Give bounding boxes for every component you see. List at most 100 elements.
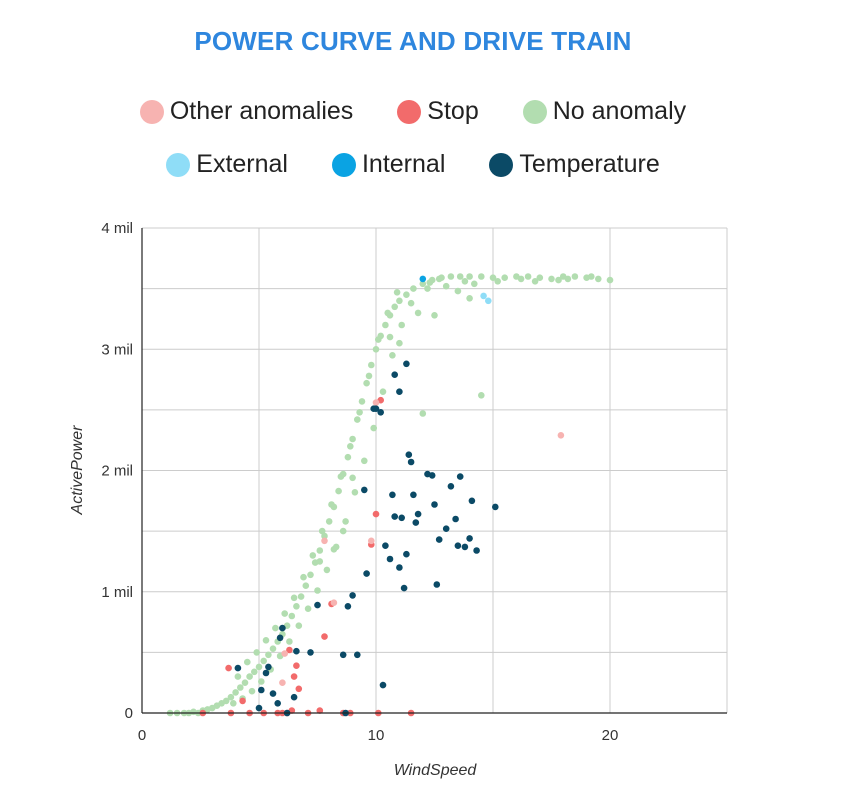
point-temperature — [269, 690, 277, 697]
point-none — [461, 278, 469, 285]
point-none — [349, 474, 356, 482]
point-none — [293, 603, 300, 610]
point-temperature — [400, 584, 408, 592]
point-none — [370, 424, 378, 432]
point-none — [300, 573, 307, 581]
point-none — [410, 285, 417, 292]
point-none — [419, 410, 427, 417]
point-none — [555, 276, 562, 284]
point-none — [588, 273, 595, 280]
point-temperature — [293, 647, 300, 655]
legend-item-internal[interactable]: Internal — [331, 150, 446, 179]
point-temperature — [435, 536, 443, 543]
point-temperature — [314, 601, 321, 609]
point-none — [531, 278, 539, 285]
point-none — [307, 571, 314, 579]
point-none — [456, 273, 464, 280]
point-none — [230, 700, 237, 707]
point-none — [407, 299, 415, 307]
point-temperature — [414, 510, 422, 518]
point-none — [342, 518, 349, 525]
point-none — [414, 309, 422, 317]
point-stop — [372, 510, 380, 518]
point-none — [241, 679, 249, 686]
y-tick-label: 2 mil — [101, 463, 133, 480]
point-temperature — [290, 693, 298, 701]
point-temperature — [349, 592, 356, 599]
point-none — [337, 473, 345, 480]
point-temperature — [279, 624, 286, 632]
legend-label-external: External — [196, 150, 288, 178]
point-stop — [295, 685, 303, 693]
legend-dot-other — [139, 99, 164, 124]
point-none — [248, 687, 256, 695]
point-none — [494, 278, 502, 285]
point-temperature — [403, 550, 410, 558]
point-none — [361, 457, 368, 465]
point-other — [330, 599, 338, 606]
point-none — [328, 501, 335, 508]
legend-row-2: External Internal Temperature — [0, 150, 826, 179]
point-temperature — [258, 686, 265, 694]
point-none — [466, 273, 473, 280]
point-temperature — [255, 704, 263, 712]
legend-item-no-anomaly[interactable]: No anomaly — [522, 97, 686, 126]
point-temperature — [452, 515, 459, 523]
data-points — [166, 273, 614, 717]
point-temperature — [382, 542, 389, 549]
point-temperature — [431, 501, 438, 508]
point-none — [335, 487, 342, 495]
point-temperature — [468, 497, 476, 505]
point-none — [227, 693, 235, 701]
point-temperature — [456, 473, 464, 480]
point-temperature — [410, 491, 417, 499]
point-none — [363, 379, 370, 387]
y-axis-title: ActivePower — [69, 425, 86, 516]
legend-dot-temperature — [489, 152, 514, 177]
tick-labels: 0 10 20 0 1 mil 2 mil 3 mil 4 mil — [101, 220, 618, 744]
point-none — [571, 273, 579, 280]
point-none — [321, 532, 328, 540]
y-tick-label: 1 mil — [101, 584, 133, 601]
x-tick-label: 0 — [138, 727, 146, 744]
point-none — [354, 416, 361, 423]
point-none — [325, 518, 333, 525]
point-none — [426, 279, 434, 286]
point-none — [471, 280, 478, 288]
point-temperature — [276, 634, 284, 642]
legend-item-temperature[interactable]: Temperature — [489, 150, 660, 179]
point-stop — [225, 664, 232, 672]
point-temperature — [473, 547, 480, 554]
point-external — [480, 292, 487, 300]
point-none — [295, 622, 303, 629]
point-none — [318, 527, 326, 535]
point-other — [321, 537, 328, 545]
point-temperature — [339, 651, 347, 659]
point-stop — [316, 707, 324, 714]
point-none — [286, 638, 293, 645]
point-temperature — [391, 371, 399, 379]
point-none — [435, 275, 443, 283]
y-tick-label: 4 mil — [101, 220, 133, 237]
point-none — [564, 275, 572, 283]
legend-item-stop[interactable]: Stop — [397, 97, 479, 126]
point-stop — [293, 662, 300, 669]
point-stop — [286, 646, 293, 654]
point-none — [347, 443, 354, 450]
legend-item-other[interactable]: Other anomalies — [139, 97, 353, 126]
point-temperature — [377, 409, 385, 416]
y-tick-label: 0 — [125, 705, 133, 722]
legend-label-internal: Internal — [361, 150, 446, 178]
point-none — [269, 645, 277, 652]
point-none — [375, 336, 382, 343]
point-temperature — [262, 669, 270, 677]
point-stop — [321, 633, 328, 640]
point-none — [246, 673, 253, 680]
legend-item-external[interactable]: External — [166, 150, 288, 179]
point-none — [304, 605, 312, 612]
point-temperature — [361, 486, 368, 494]
point-temperature — [433, 581, 441, 588]
point-external — [485, 297, 492, 305]
